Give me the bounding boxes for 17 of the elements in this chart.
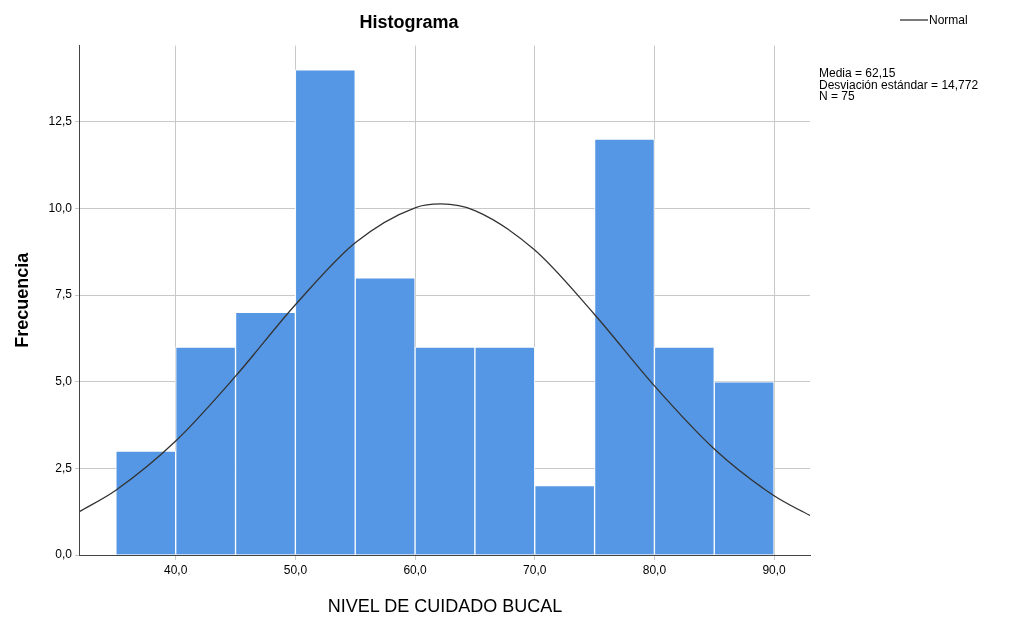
y-tick-label: 2,5 (55, 460, 73, 475)
y-tick-label: 5,0 (55, 374, 73, 389)
text: N = 75 (819, 89, 856, 104)
y-tick-label: 10,0 (48, 200, 73, 215)
y-tick-label: 7,5 (55, 287, 73, 302)
x-tick-label: 80,0 (642, 562, 667, 577)
x-tick-label: 50,0 (283, 562, 308, 577)
x-tick-label: 60,0 (403, 562, 428, 577)
chart-title: Histograma (359, 11, 460, 32)
x-tick-label: 40,0 (164, 562, 188, 577)
x-tick-label: 70,0 (523, 562, 547, 577)
y-axis-title: Frecuencia (11, 251, 32, 348)
y-tick-label: 12,5 (48, 114, 73, 129)
x-tick-label: 90,0 (762, 562, 787, 577)
x-axis-title: NIVEL DE CUIDADO BUCAL (327, 596, 563, 617)
y-tick-label: 0,0 (55, 547, 73, 562)
legend-label: Normal (929, 13, 968, 28)
